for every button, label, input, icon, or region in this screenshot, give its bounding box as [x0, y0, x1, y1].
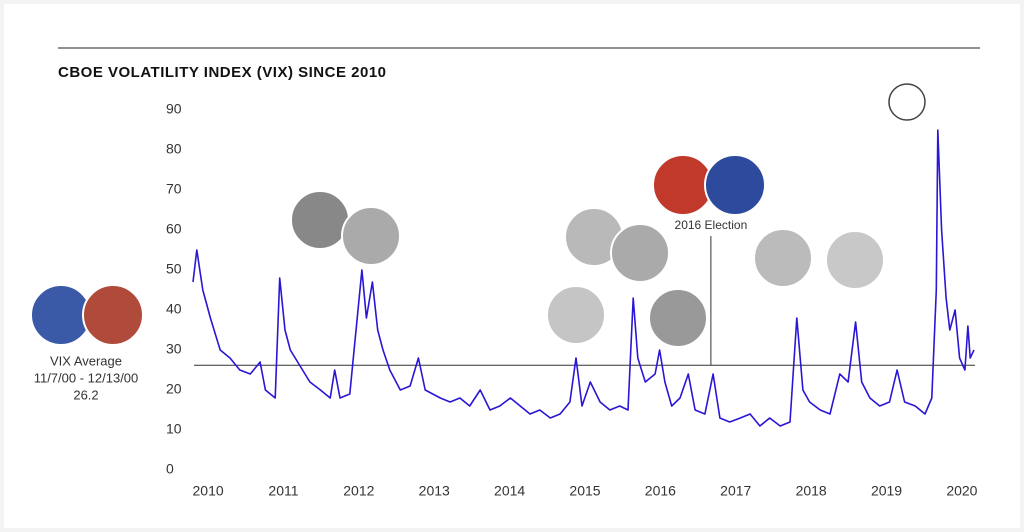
x-tick-label: 2015	[569, 483, 600, 499]
reference-period: 11/7/00 - 12/13/00	[34, 370, 139, 385]
photo	[753, 228, 813, 288]
reference-value: 26.2	[73, 387, 98, 402]
photo	[290, 190, 350, 250]
x-tick-label: 2017	[720, 483, 751, 499]
annotation-label: 2016 Election	[675, 218, 748, 232]
x-tick-label: 2011	[268, 483, 298, 499]
x-tick-label: 2013	[419, 483, 450, 499]
y-tick-label: 90	[166, 101, 182, 117]
photo	[648, 288, 708, 348]
y-tick-label: 20	[166, 381, 182, 397]
y-tick-label: 70	[166, 181, 182, 197]
photo	[610, 223, 670, 283]
reference-label: VIX Average	[50, 353, 122, 368]
photo	[704, 154, 766, 216]
x-tick-label: 2012	[343, 483, 374, 499]
photo	[341, 206, 401, 266]
photos	[30, 83, 926, 348]
y-tick-label: 40	[166, 301, 182, 317]
x-tick-label: 2020	[946, 483, 977, 499]
photo	[546, 285, 606, 345]
virus-icon	[888, 83, 926, 121]
x-tick-label: 2019	[871, 483, 902, 499]
y-tick-label: 30	[166, 341, 182, 357]
y-tick-label: 80	[166, 141, 182, 157]
x-tick-label: 2010	[193, 483, 224, 499]
x-tick-label: 2016	[645, 483, 676, 499]
y-tick-label: 50	[166, 261, 182, 277]
y-tick-label: 60	[166, 221, 182, 237]
y-tick-label: 0	[166, 461, 174, 477]
x-tick-label: 2014	[494, 483, 525, 499]
x-tick-label: 2018	[796, 483, 827, 499]
chart-title: CBOE VOLATILITY INDEX (VIX) SINCE 2010	[58, 64, 387, 81]
photo	[82, 284, 144, 346]
y-tick-label: 10	[166, 421, 182, 437]
photo	[825, 230, 885, 290]
vix-line	[192, 129, 975, 427]
